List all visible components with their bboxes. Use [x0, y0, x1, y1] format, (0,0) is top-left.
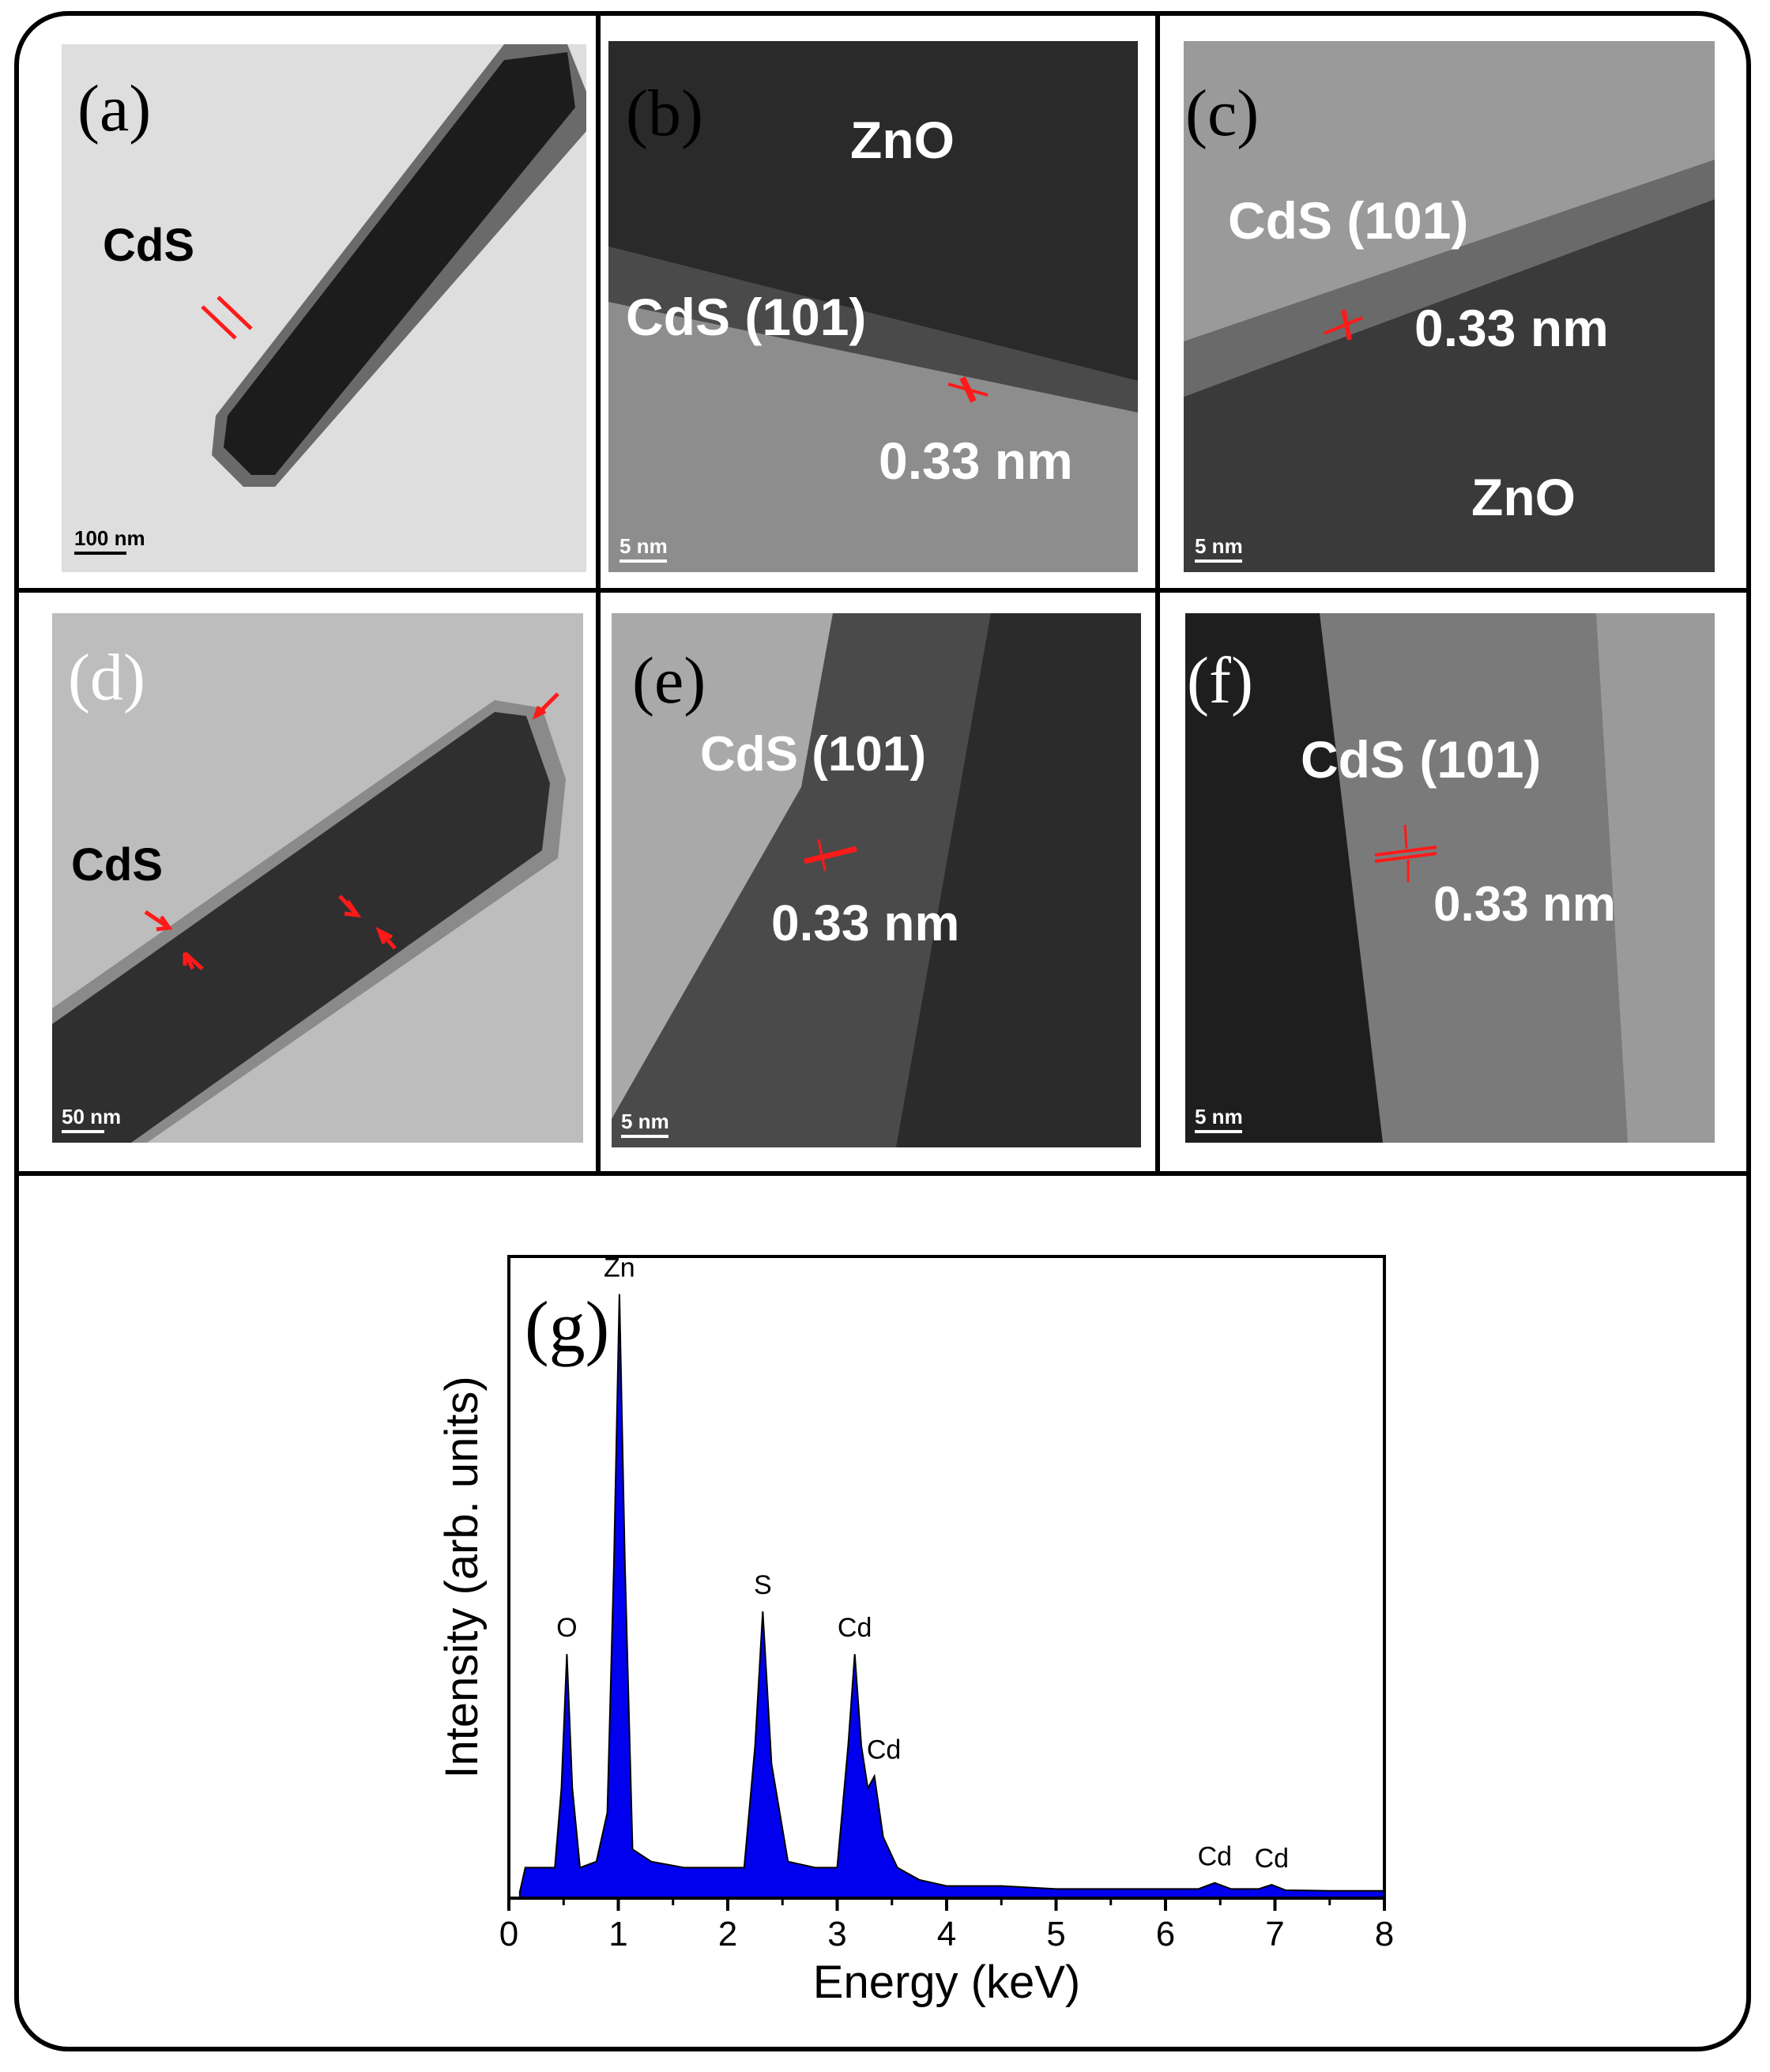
peak-label-cd: Cd	[838, 1613, 872, 1643]
edx-spectrum-chart: 0 1 2 3 4 5 6 7 8 Energy (keV) Intensity (arb. uni…	[436, 1253, 1394, 2008]
panel-b-scalebar: 5 nm	[620, 536, 668, 563]
panel-a-scale-text: 100 nm	[74, 526, 145, 550]
tem-image-e	[612, 613, 1141, 1147]
peak-label-zn: Zn	[604, 1253, 635, 1283]
tem-image-d	[52, 613, 583, 1143]
panel-a-tag: (a)	[77, 72, 152, 145]
spacing-marker-c	[1324, 309, 1363, 341]
panel-f-scalebar: 5 nm	[1195, 1106, 1243, 1133]
panel-a-cds-label: CdS	[103, 220, 194, 271]
tem-image-b	[608, 41, 1138, 572]
panel-d-cds-label: CdS	[71, 839, 163, 891]
panel-f-cds-label: CdS (101)	[1301, 730, 1542, 789]
x-tick-label: 6	[1156, 1915, 1175, 1953]
panel-d-tag: (d)	[68, 641, 145, 714]
peak-label-o: O	[556, 1613, 577, 1643]
panel-f-scale-text: 5 nm	[1195, 1105, 1243, 1128]
panel-f-spacing-label: 0.33 nm	[1433, 877, 1616, 932]
panel-b-cds-label: CdS (101)	[626, 288, 867, 346]
peak-label-cd: Cd	[1255, 1844, 1289, 1874]
panel-e-scalebar: 5 nm	[621, 1111, 669, 1138]
panel-d-scalebar: 50 nm	[62, 1106, 121, 1133]
panel-e-spacing-label: 0.33 nm	[771, 895, 960, 951]
panel-e-tag: (e)	[632, 644, 706, 718]
x-tick-label: 8	[1375, 1915, 1394, 1953]
x-axis-label: Energy (keV)	[813, 1957, 1080, 2008]
spectrum-area	[518, 1294, 1385, 1899]
divider-row-1	[19, 588, 1748, 593]
tem-image-a	[62, 44, 586, 572]
x-tick-label: 0	[499, 1915, 518, 1953]
divider-col-1	[596, 14, 601, 1176]
panel-c-cds-label: CdS (101)	[1228, 191, 1469, 250]
x-tick-label: 4	[937, 1915, 956, 1953]
panel-f-tag: (f)	[1187, 644, 1253, 718]
tem-image-c	[1184, 41, 1715, 572]
spacing-marker-b	[947, 376, 989, 403]
plot-frame	[507, 1255, 1386, 1900]
panel-c-scale-text: 5 nm	[1195, 534, 1243, 558]
peak-label-cd: Cd	[867, 1735, 901, 1765]
divider-row-2	[19, 1171, 1748, 1176]
panel-c-spacing-label: 0.33 nm	[1414, 299, 1609, 357]
panel-e-scale-text: 5 nm	[621, 1109, 669, 1133]
panel-e-cds-label: CdS (101)	[700, 727, 926, 782]
panel-e: (e) CdS (101) 0.33 nm 5 nm	[612, 613, 1141, 1147]
panel-b-tag: (b)	[626, 77, 703, 150]
x-tick-label: 7	[1265, 1915, 1284, 1953]
panel-c: (c) CdS (101) 0.33 nm ZnO 5 nm	[1184, 41, 1715, 572]
panel-a: (a) CdS 100 nm	[62, 44, 586, 572]
panel-a-scalebar: 100 nm	[74, 528, 145, 555]
panel-c-tag: (c)	[1185, 77, 1260, 150]
panel-c-scalebar: 5 nm	[1195, 536, 1243, 563]
x-tick-label: 2	[718, 1915, 737, 1953]
panel-d-scale-text: 50 nm	[62, 1105, 122, 1128]
x-tick-label: 5	[1046, 1915, 1065, 1953]
panel-b: (b) ZnO CdS (101) 0.33 nm 5 nm	[608, 41, 1138, 572]
spacing-marker-f	[1374, 824, 1437, 882]
figure-frame	[14, 11, 1751, 2051]
panel-b-zno-label: ZnO	[850, 111, 955, 169]
panel-c-zno-label: ZnO	[1471, 468, 1576, 526]
panel-f: (f) CdS (101) 0.33 nm 5 nm	[1185, 613, 1715, 1143]
arrow-marker-a	[201, 296, 253, 340]
tem-image-f	[1185, 613, 1715, 1143]
x-tick-label: 1	[608, 1915, 627, 1953]
x-tick-label: 3	[827, 1915, 846, 1953]
peak-label-s: S	[754, 1570, 772, 1600]
y-axis-label: Intensity (arb. units)	[436, 1376, 488, 1778]
panel-b-scale-text: 5 nm	[620, 534, 668, 558]
panel-b-spacing-label: 0.33 nm	[879, 431, 1073, 490]
spacing-marker-e	[804, 838, 857, 872]
panel-d: (d) CdS 50 nm	[52, 613, 583, 1143]
panel-g-tag: (g)	[525, 1287, 609, 1367]
peak-label-cd: Cd	[1198, 1842, 1232, 1872]
arrow-markers-d	[144, 692, 559, 970]
divider-col-2	[1155, 14, 1160, 1176]
